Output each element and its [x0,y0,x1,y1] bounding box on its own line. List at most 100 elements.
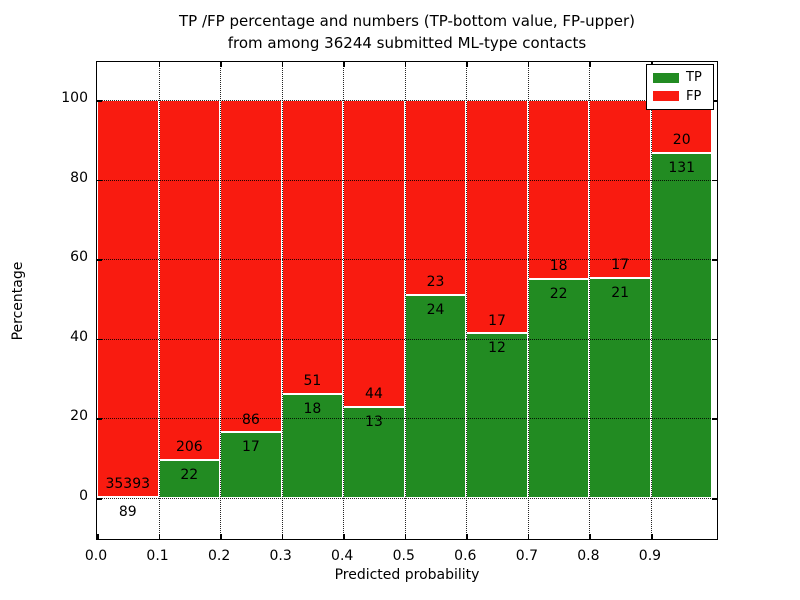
gridline-y-0 [97,498,717,499]
bar-segment-tp-3 [281,394,344,498]
tp-count-label-4: 13 [365,414,383,431]
gridline-x-0.5 [404,62,406,539]
y-tick-label-40: 40 [70,328,88,345]
x-tick-bottom-1 [158,534,161,539]
x-tick-label-0.9: 0.9 [638,548,662,564]
x-tick-label-0.8: 0.8 [577,548,600,564]
fp-count-label-2: 86 [241,411,260,428]
gridline-x-0.4 [343,62,345,539]
y-tick-label-80: 80 [70,169,88,186]
x-tick-label-0.5: 0.5 [392,548,415,564]
tp-count-label-8: 21 [611,285,630,302]
y-tick-label-100: 100 [61,90,88,106]
y-tick-left-40 [97,338,102,341]
bar-segment-tp-4 [343,407,405,498]
y-tick-right-60 [712,259,717,261]
fp-count-label-4: 44 [365,386,383,403]
x-tick-bottom-0 [97,534,99,539]
x-tick-label-0.3: 0.3 [269,548,292,564]
fp-count-label-7: 18 [549,258,568,275]
fp-swatch-icon [653,91,679,102]
x-tick-bottom-6 [466,534,468,539]
y-tick-right-20 [712,418,717,420]
y-tick-right-40 [712,338,717,341]
bar-segment-tp-7 [527,279,590,498]
bar-segment-fp-6 [466,100,528,334]
gridline-x-0.7 [527,62,529,539]
gridline-x-0.2 [220,62,222,539]
y-tick-right-80 [712,179,717,182]
gridline-y-100 [97,100,717,101]
y-tick-left-0 [97,498,102,500]
x-tick-bottom-3 [281,534,284,539]
bar-segment-tp-6 [466,333,528,498]
gridline-x-0.6 [466,62,468,539]
x-tick-top-7 [527,62,530,67]
bar-segment-fp-0 [97,100,159,497]
legend-item-tp: TP [653,70,707,85]
y-tick-label-20: 20 [70,408,88,425]
gridline-y-80 [97,179,717,181]
x-tick-top-4 [343,62,345,67]
legend: TP FP [646,64,714,110]
legend-label-tp: TP [686,70,702,86]
gridline-x-0.1 [158,62,160,539]
tp-swatch-icon [653,72,679,83]
tp-count-label-7: 22 [549,286,568,303]
gridline-x-0.8 [589,62,591,539]
plot-area: 35393 89 206 22 86 17 51 18 44 13 23 24 17 12 18 22 17 21… [96,61,718,540]
x-tick-top-3 [281,62,284,67]
bar-segment-fp-7 [527,100,590,280]
y-tick-right-0 [712,498,717,500]
tp-count-label-2: 17 [241,439,260,456]
y-tick-label-60: 60 [70,249,88,266]
x-tick-bottom-9 [650,534,653,539]
legend-item-fp: FP [653,89,707,104]
x-tick-label-0.4: 0.4 [331,548,354,564]
x-tick-top-8 [589,62,591,67]
x-tick-label-0.0: 0.0 [84,548,108,564]
gridline-x-0.3 [281,62,283,539]
x-tick-label-0.1: 0.1 [146,548,169,564]
bar-segment-fp-2 [220,100,282,433]
x-tick-bottom-5 [404,534,407,539]
gridline-y-60 [97,259,717,261]
y-tick-left-60 [97,259,102,261]
y-tick-left-100 [97,100,102,102]
bar-segment-fp-5 [404,100,467,295]
x-tick-bottom-8 [589,534,591,539]
x-tick-top-2 [220,62,222,67]
gridline-x-0.9 [650,62,652,539]
x-tick-label-0.6: 0.6 [454,548,477,564]
x-tick-top-6 [466,62,468,67]
tp-count-label-3: 18 [303,401,322,418]
x-axis-label: Predicted probability [334,567,480,583]
chart-title-line2: from among 36244 submitted ML-type conta… [227,34,587,52]
bar-segment-tp-8 [589,278,651,498]
x-tick-bottom-4 [343,534,345,539]
fp-count-label-8: 17 [611,257,630,274]
chart-title-line1: TP /FP percentage and numbers (TP-bottom… [179,12,635,30]
y-axis-label: Percentage [10,261,26,341]
tp-count-label-0: 89 [118,504,137,521]
bar-segment-fp-8 [589,100,651,279]
x-tick-top-5 [404,62,407,67]
tp-count-label-9: 131 [668,159,696,176]
x-tick-label-0.7: 0.7 [515,548,538,564]
x-tick-bottom-2 [220,534,222,539]
gridline-y-20 [97,418,717,420]
bar-segment-tp-2 [220,432,282,498]
fp-count-label-3: 51 [303,373,322,390]
y-tick-right-100 [712,100,717,102]
bar-segment-fp-3 [281,100,344,395]
bar-segment-fp-1 [158,100,221,460]
fp-count-label-1: 206 [175,438,203,455]
x-tick-top-1 [158,62,161,67]
tp-count-label-1: 22 [180,466,199,483]
tp-count-label-6: 12 [488,340,506,357]
fp-count-label-5: 23 [426,274,445,291]
x-tick-label-0.2: 0.2 [207,548,231,564]
gridline-y-40 [97,338,717,340]
bar-segment-tp-9 [650,152,713,498]
